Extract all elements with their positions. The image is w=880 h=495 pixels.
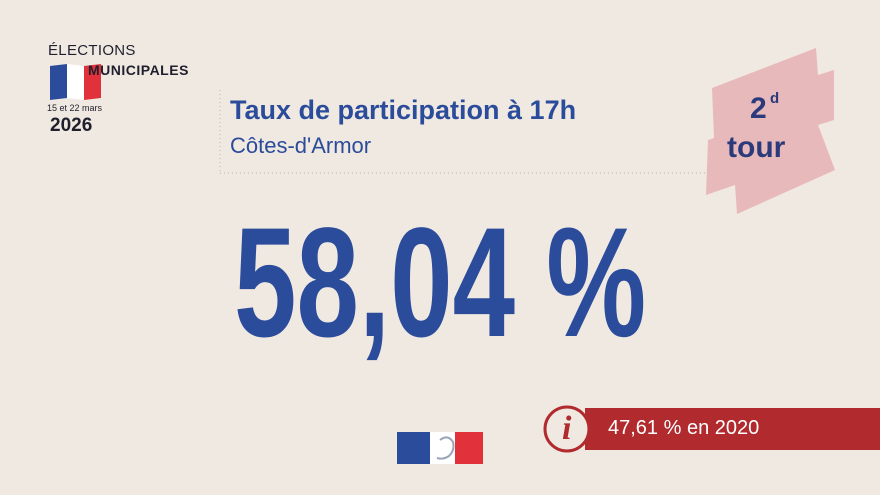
logo-dates: 15 et 22 mars xyxy=(47,103,103,113)
title: Taux de participation à 17h xyxy=(230,95,577,125)
republic-logo xyxy=(397,432,483,464)
info-icon: i xyxy=(562,410,572,447)
main-value: 58,04 % xyxy=(233,196,647,370)
badge-label: tour xyxy=(727,131,786,164)
logo-line1: ÉLECTIONS xyxy=(48,42,136,59)
subtitle: Côtes-d'Armor xyxy=(230,133,372,158)
badge-number: 2 xyxy=(750,92,767,125)
logo-line2: MUNICIPALES xyxy=(88,62,189,78)
badge-shape xyxy=(706,48,835,214)
info-text: 47,61 % en 2020 xyxy=(608,417,760,439)
flag xyxy=(50,64,101,100)
info-banner xyxy=(585,408,880,450)
badge-suffix: d xyxy=(770,90,780,107)
logo-year: 2026 xyxy=(50,115,93,136)
info-icon-circle xyxy=(543,405,591,453)
